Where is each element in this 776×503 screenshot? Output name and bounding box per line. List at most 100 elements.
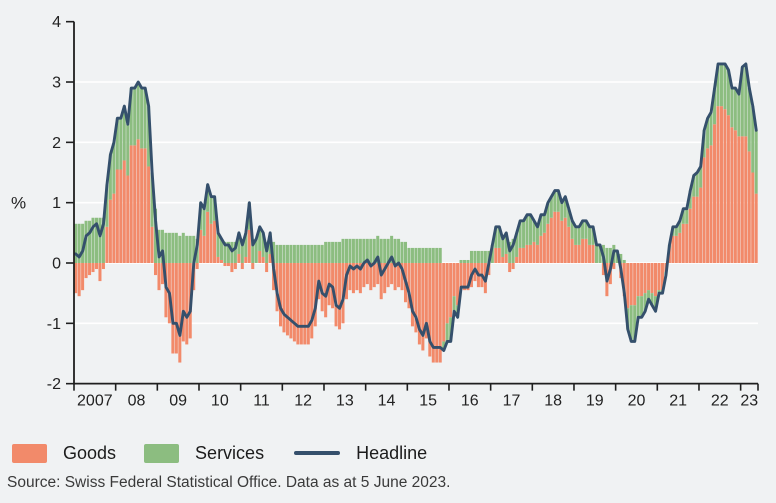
y-axis-title: % bbox=[11, 194, 26, 213]
goods-bar bbox=[410, 263, 414, 327]
goods-bar bbox=[601, 263, 605, 276]
x-tick-label: 16 bbox=[461, 393, 479, 410]
services-bar bbox=[331, 241, 335, 263]
services-bar bbox=[254, 238, 258, 263]
services-bar bbox=[140, 88, 144, 149]
y-tick-label: -1 bbox=[47, 316, 61, 333]
services-bar bbox=[390, 235, 394, 263]
services-bar bbox=[101, 217, 105, 263]
y-tick-label: -2 bbox=[47, 376, 61, 393]
goods-bar bbox=[390, 263, 394, 285]
goods-bar bbox=[365, 263, 369, 285]
goods-bar bbox=[535, 244, 539, 263]
goods-bar bbox=[650, 263, 654, 294]
services-bar bbox=[549, 196, 553, 218]
goods-bar bbox=[91, 263, 95, 273]
goods-bar bbox=[542, 232, 546, 263]
goods-bar bbox=[733, 130, 737, 263]
goods-bar bbox=[414, 263, 418, 333]
goods-bar bbox=[612, 263, 616, 270]
services-bar bbox=[171, 232, 175, 263]
goods-bar bbox=[171, 263, 175, 354]
goods-bar bbox=[640, 263, 644, 297]
services-bar bbox=[338, 241, 342, 263]
goods-bar bbox=[504, 253, 508, 263]
services-bar bbox=[504, 232, 508, 254]
services-bar bbox=[296, 244, 300, 263]
services-bar bbox=[147, 106, 151, 167]
services-bar bbox=[726, 69, 730, 116]
services-bar bbox=[216, 232, 220, 257]
services-bar bbox=[206, 184, 210, 212]
goods-bar bbox=[723, 109, 727, 263]
goods-bar bbox=[567, 226, 571, 263]
goods-bar bbox=[442, 263, 446, 342]
legend-label-goods: Goods bbox=[63, 442, 117, 463]
services-bar bbox=[372, 238, 376, 263]
goods-bar bbox=[515, 256, 519, 263]
services-bar bbox=[431, 247, 435, 263]
services-bar bbox=[605, 247, 609, 263]
services-bar bbox=[643, 293, 647, 312]
x-tick-label: 08 bbox=[128, 393, 146, 410]
goods-bar bbox=[285, 263, 289, 336]
goods-bar bbox=[400, 263, 404, 291]
services-bar bbox=[362, 238, 366, 263]
services-bar bbox=[706, 118, 710, 149]
services-bar bbox=[289, 244, 293, 263]
services-bar bbox=[219, 238, 223, 260]
services-bar bbox=[515, 232, 519, 257]
services-bar bbox=[466, 259, 470, 263]
goods-bar bbox=[379, 263, 383, 300]
services-bar bbox=[737, 94, 741, 137]
services-bar bbox=[681, 208, 685, 224]
goods-bar bbox=[202, 235, 206, 263]
goods-bar bbox=[657, 263, 661, 291]
goods-bar bbox=[292, 263, 296, 342]
services-bar bbox=[584, 220, 588, 239]
services-bar bbox=[629, 305, 633, 342]
goods-bar bbox=[421, 263, 425, 351]
services-bar bbox=[653, 296, 658, 312]
goods-bar bbox=[115, 169, 119, 263]
services-bar bbox=[351, 238, 355, 263]
services-bar bbox=[379, 238, 383, 263]
services-bar bbox=[272, 241, 276, 263]
services-bar bbox=[251, 238, 255, 263]
services-bar bbox=[407, 247, 411, 263]
goods-bar bbox=[522, 247, 526, 263]
goods-bar bbox=[511, 263, 515, 270]
services-bar bbox=[150, 172, 154, 227]
goods-bar bbox=[206, 211, 210, 263]
services-bar bbox=[518, 220, 522, 248]
goods-bar bbox=[348, 263, 352, 291]
services-bar bbox=[397, 238, 401, 263]
services-bar bbox=[463, 259, 467, 263]
goods-bar bbox=[160, 263, 164, 285]
goods-bar bbox=[122, 160, 126, 263]
services-bar bbox=[560, 202, 564, 221]
goods-bar bbox=[695, 196, 699, 263]
services-bar bbox=[577, 226, 581, 245]
goods-bar bbox=[744, 136, 748, 263]
goods-bar bbox=[681, 223, 685, 263]
services-bar bbox=[181, 232, 185, 263]
goods-bar bbox=[296, 263, 300, 345]
services-bar bbox=[237, 232, 241, 254]
goods-bar bbox=[119, 169, 123, 263]
services-bar bbox=[188, 235, 192, 263]
source-text: Source: Swiss Federal Statistical Office… bbox=[7, 474, 451, 491]
goods-bar bbox=[94, 263, 99, 270]
services-bar bbox=[383, 238, 387, 263]
goods-bar bbox=[77, 263, 81, 297]
goods-bar bbox=[643, 263, 647, 294]
services-bar bbox=[265, 241, 269, 263]
services-bar bbox=[223, 241, 227, 263]
services-bar bbox=[365, 238, 369, 263]
goods-bar bbox=[129, 145, 133, 263]
y-tick-label: 3 bbox=[52, 75, 61, 92]
services-bar bbox=[695, 172, 699, 197]
x-tick-label: 09 bbox=[169, 393, 187, 410]
services-bar bbox=[685, 208, 689, 224]
goods-bar bbox=[372, 263, 376, 288]
